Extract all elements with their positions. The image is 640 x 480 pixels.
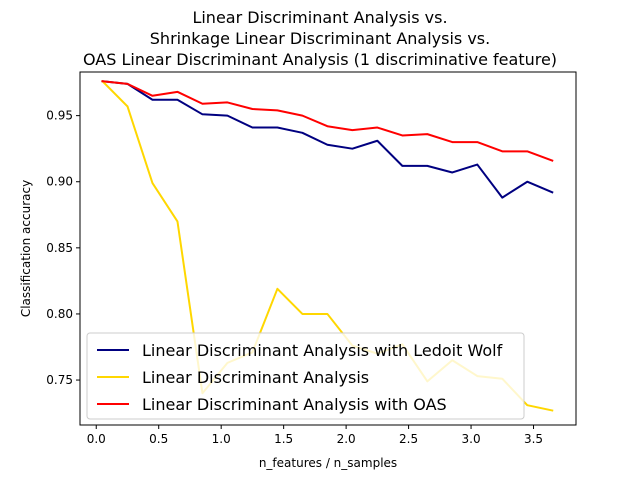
x-tick-label: 0.5 bbox=[149, 432, 168, 446]
legend: Linear Discriminant Analysis with Ledoit… bbox=[86, 332, 525, 420]
y-axis-label: Classification accuracy bbox=[19, 180, 33, 317]
x-tick-label: 1.5 bbox=[274, 432, 293, 446]
chart-title-line-1: Linear Discriminant Analysis vs. bbox=[192, 8, 447, 27]
x-tick-label: 2.5 bbox=[399, 432, 418, 446]
plot-frame bbox=[79, 71, 577, 426]
x-tick-label: 2.0 bbox=[337, 432, 356, 446]
series-line-3 bbox=[101, 80, 554, 162]
y-tick-label: 0.95 bbox=[46, 109, 73, 123]
x-axis-label: n_features / n_samples bbox=[259, 456, 397, 470]
y-tick-label: 0.80 bbox=[46, 307, 73, 321]
legend-label-2: Linear Discriminant Analysis bbox=[142, 368, 369, 387]
chart-title-line-3: OAS Linear Discriminant Analysis (1 disc… bbox=[83, 50, 557, 69]
y-tick-label: 0.85 bbox=[46, 241, 73, 255]
legend-label-1: Linear Discriminant Analysis with Ledoit… bbox=[142, 341, 503, 360]
y-tick-label: 0.75 bbox=[46, 373, 73, 387]
series-line-1 bbox=[101, 80, 554, 199]
legend-label-3: Linear Discriminant Analysis with OAS bbox=[142, 395, 447, 414]
legend-box bbox=[86, 332, 525, 420]
x-tick-label: 0.0 bbox=[87, 432, 106, 446]
x-tick-label: 3.5 bbox=[524, 432, 543, 446]
y-axis-ticks: 0.75 0.80 0.85 0.90 0.95 bbox=[46, 109, 80, 387]
x-axis-ticks: 0.0 0.5 1.0 1.5 2.0 2.5 3.0 3.5 bbox=[87, 425, 543, 446]
x-tick-label: 3.0 bbox=[462, 432, 481, 446]
x-tick-label: 1.0 bbox=[212, 432, 231, 446]
y-tick-label: 0.90 bbox=[46, 175, 73, 189]
chart-title-line-2: Shrinkage Linear Discriminant Analysis v… bbox=[150, 29, 490, 48]
